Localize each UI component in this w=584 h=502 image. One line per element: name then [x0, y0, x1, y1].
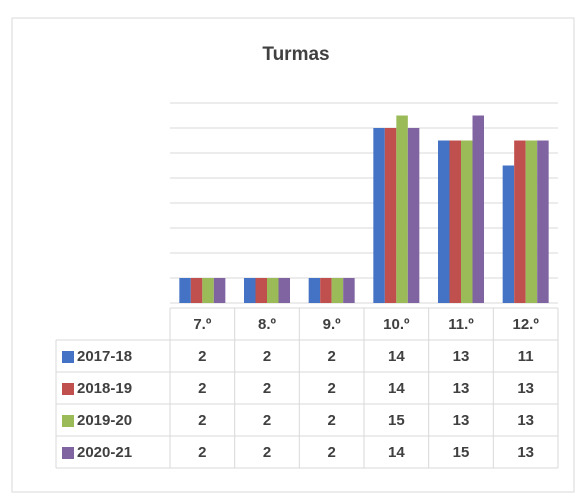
table-value: 2 — [263, 380, 271, 397]
table-value: 13 — [453, 412, 470, 429]
x-tick-label: 12.º — [512, 316, 539, 333]
chart-title: Turmas — [262, 44, 329, 65]
bar — [202, 278, 214, 303]
x-tick-label: 10.º — [383, 316, 410, 333]
bar — [384, 128, 397, 303]
bar — [343, 278, 355, 303]
table-value: 2 — [327, 348, 335, 365]
bar — [396, 115, 408, 303]
bar — [438, 140, 450, 303]
table-value: 13 — [517, 412, 534, 429]
table-value: 13 — [517, 444, 534, 461]
table-value: 2 — [263, 444, 271, 461]
bar — [449, 140, 461, 303]
bar — [244, 278, 256, 303]
legend-label: 2017-18 — [77, 348, 132, 365]
x-tick-label: 11.º — [448, 316, 474, 333]
bar — [373, 128, 385, 303]
table-value: 2 — [327, 412, 335, 429]
table-value: 14 — [388, 380, 405, 397]
table-value: 2 — [198, 348, 206, 365]
table-value: 2 — [327, 380, 335, 397]
bar — [461, 140, 473, 303]
x-tick-label: 7.º — [193, 316, 212, 333]
table-value: 14 — [388, 444, 405, 461]
table-value: 2 — [263, 412, 271, 429]
bar — [514, 140, 526, 303]
table-value: 13 — [517, 380, 534, 397]
table-value: 2 — [198, 412, 206, 429]
bar — [331, 278, 344, 303]
bar — [472, 115, 484, 303]
bar — [190, 278, 203, 303]
legend-label: 2020-21 — [77, 444, 132, 461]
table-value: 2 — [198, 380, 206, 397]
legend-key — [62, 383, 74, 395]
bar — [525, 140, 538, 303]
legend-label: 2018-19 — [77, 380, 132, 397]
legend-key — [62, 415, 74, 427]
table-value: 15 — [453, 444, 470, 461]
table-value: 11 — [518, 348, 534, 365]
bar — [537, 140, 549, 303]
bar — [255, 278, 267, 303]
bar — [502, 165, 515, 303]
bar — [407, 128, 420, 303]
legend-label: 2019-20 — [77, 412, 132, 429]
bar — [179, 278, 191, 303]
table-value: 2 — [198, 444, 206, 461]
x-tick-label: 9.º — [323, 316, 342, 333]
bar — [213, 278, 226, 303]
table-value: 2 — [327, 444, 335, 461]
bar — [308, 278, 321, 303]
legend-key — [62, 447, 74, 459]
bar — [278, 278, 290, 303]
table-value: 2 — [263, 348, 271, 365]
table-value: 15 — [388, 412, 405, 429]
bar — [267, 278, 279, 303]
table-value: 13 — [453, 348, 470, 365]
bar — [320, 278, 332, 303]
x-tick-label: 8.º — [258, 316, 277, 333]
table-value: 13 — [453, 380, 470, 397]
legend-key — [62, 351, 74, 363]
table-value: 14 — [388, 348, 405, 365]
